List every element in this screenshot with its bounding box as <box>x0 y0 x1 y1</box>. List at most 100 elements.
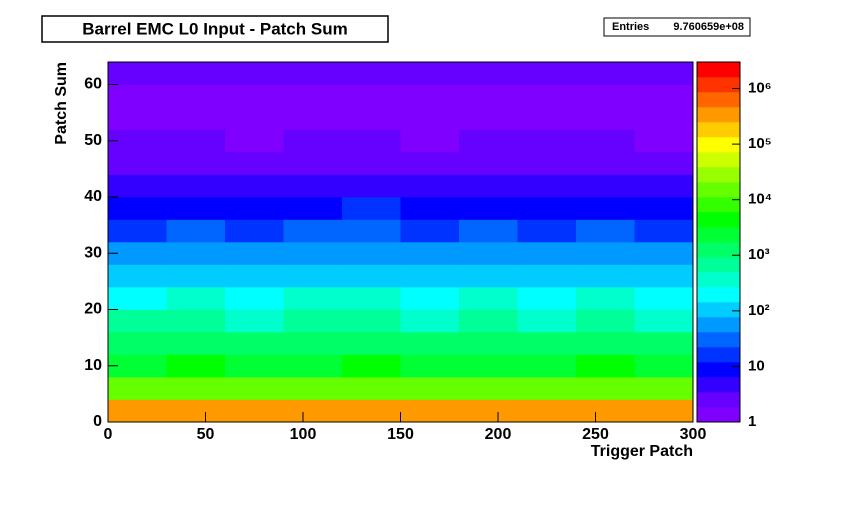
heat-cell <box>283 287 343 310</box>
color-band <box>697 347 740 363</box>
heat-cell <box>225 219 284 243</box>
heat-cell <box>576 354 635 378</box>
heat-cell <box>108 399 167 423</box>
heat-cell <box>108 309 167 333</box>
heat-cell <box>400 242 460 265</box>
color-band <box>697 242 740 258</box>
heat-cell <box>108 287 167 310</box>
heat-cell <box>634 377 694 400</box>
heat-cell <box>400 174 460 198</box>
color-band <box>697 407 740 423</box>
heat-cell <box>283 354 343 378</box>
heat-cell <box>166 197 226 220</box>
heat-cell <box>459 197 518 220</box>
heat-cell <box>108 62 167 85</box>
heat-cell <box>342 197 401 220</box>
heat-cell <box>576 242 635 265</box>
heat-cell <box>225 62 284 85</box>
heat-cell <box>400 377 460 400</box>
y-tick-label: 30 <box>84 244 102 261</box>
heat-cell <box>166 129 226 153</box>
heat-cell <box>634 264 694 288</box>
heat-cell <box>342 287 401 310</box>
heat-cell <box>634 62 694 85</box>
heat-cell <box>400 332 460 355</box>
heat-cell <box>225 287 284 310</box>
heat-cell <box>342 377 401 400</box>
heat-cell <box>225 152 284 175</box>
heat-cell <box>459 377 518 400</box>
heat-cell <box>400 287 460 310</box>
heat-cell <box>342 309 401 333</box>
heat-cell <box>108 197 167 220</box>
chart-title: Barrel EMC L0 Input - Patch Sum <box>82 19 347 38</box>
heat-cell <box>517 354 577 378</box>
heat-cell <box>576 377 635 400</box>
heat-cell <box>459 309 518 333</box>
z-tick-label: 10⁵ <box>748 135 772 152</box>
x-tick-label: 150 <box>387 426 414 443</box>
heat-cell <box>166 62 226 85</box>
color-band <box>697 92 740 108</box>
heat-cell <box>517 62 577 85</box>
heat-cell <box>576 84 635 108</box>
heat-cell <box>634 129 694 153</box>
heat-cell <box>517 377 577 400</box>
heat-cell <box>517 242 577 265</box>
heat-cell <box>166 309 226 333</box>
heat-cell <box>342 354 401 378</box>
heat-cell <box>108 264 167 288</box>
color-band <box>697 77 740 93</box>
heat-cell <box>634 354 694 378</box>
heat-cell <box>400 197 460 220</box>
heat-cell <box>108 354 167 378</box>
color-band <box>697 302 740 318</box>
color-band <box>697 272 740 288</box>
heat-cell <box>166 354 226 378</box>
heat-cell <box>634 84 694 108</box>
heat-cell <box>459 264 518 288</box>
heat-cell <box>517 219 577 243</box>
stats-box <box>603 17 751 37</box>
heat-cell <box>576 129 635 153</box>
x-axis-label: Trigger Patch <box>591 443 693 460</box>
heat-cell <box>108 174 167 198</box>
color-band <box>697 332 740 348</box>
x-tick-label: 300 <box>680 426 707 443</box>
y-axis-label: Patch Sum <box>53 62 70 145</box>
z-tick-label: 10³ <box>748 246 770 263</box>
heat-cell <box>225 377 284 400</box>
heat-cell <box>634 309 694 333</box>
heat-cell <box>283 129 343 153</box>
heat-cell <box>225 197 284 220</box>
heat-cell <box>400 152 460 175</box>
heat-cell <box>459 129 518 153</box>
y-tick-label: 10 <box>84 357 102 374</box>
title-box <box>41 15 389 43</box>
heat-cell <box>517 84 577 108</box>
heat-cell <box>517 152 577 175</box>
heat-cell <box>576 197 635 220</box>
heat-cell <box>576 332 635 355</box>
y-tick-label: 50 <box>84 132 102 149</box>
heat-cell <box>400 84 460 108</box>
heat-cell <box>634 399 694 423</box>
heat-cell <box>634 152 694 175</box>
heat-cell <box>225 399 284 423</box>
heat-cell <box>108 129 167 153</box>
heat-cell <box>576 152 635 175</box>
heat-cell <box>459 84 518 108</box>
heat-cell <box>342 332 401 355</box>
heat-cell <box>166 242 226 265</box>
color-band <box>697 152 740 168</box>
heat-cell <box>342 219 401 243</box>
heat-cell <box>225 264 284 288</box>
z-tick-label: 10 <box>748 357 765 374</box>
stats-label: Entries <box>612 21 649 33</box>
color-band <box>697 287 740 303</box>
heat-cell <box>517 264 577 288</box>
heat-cell <box>283 174 343 198</box>
heat-cell <box>108 219 167 243</box>
heat-cell <box>459 174 518 198</box>
heat-cell <box>283 377 343 400</box>
